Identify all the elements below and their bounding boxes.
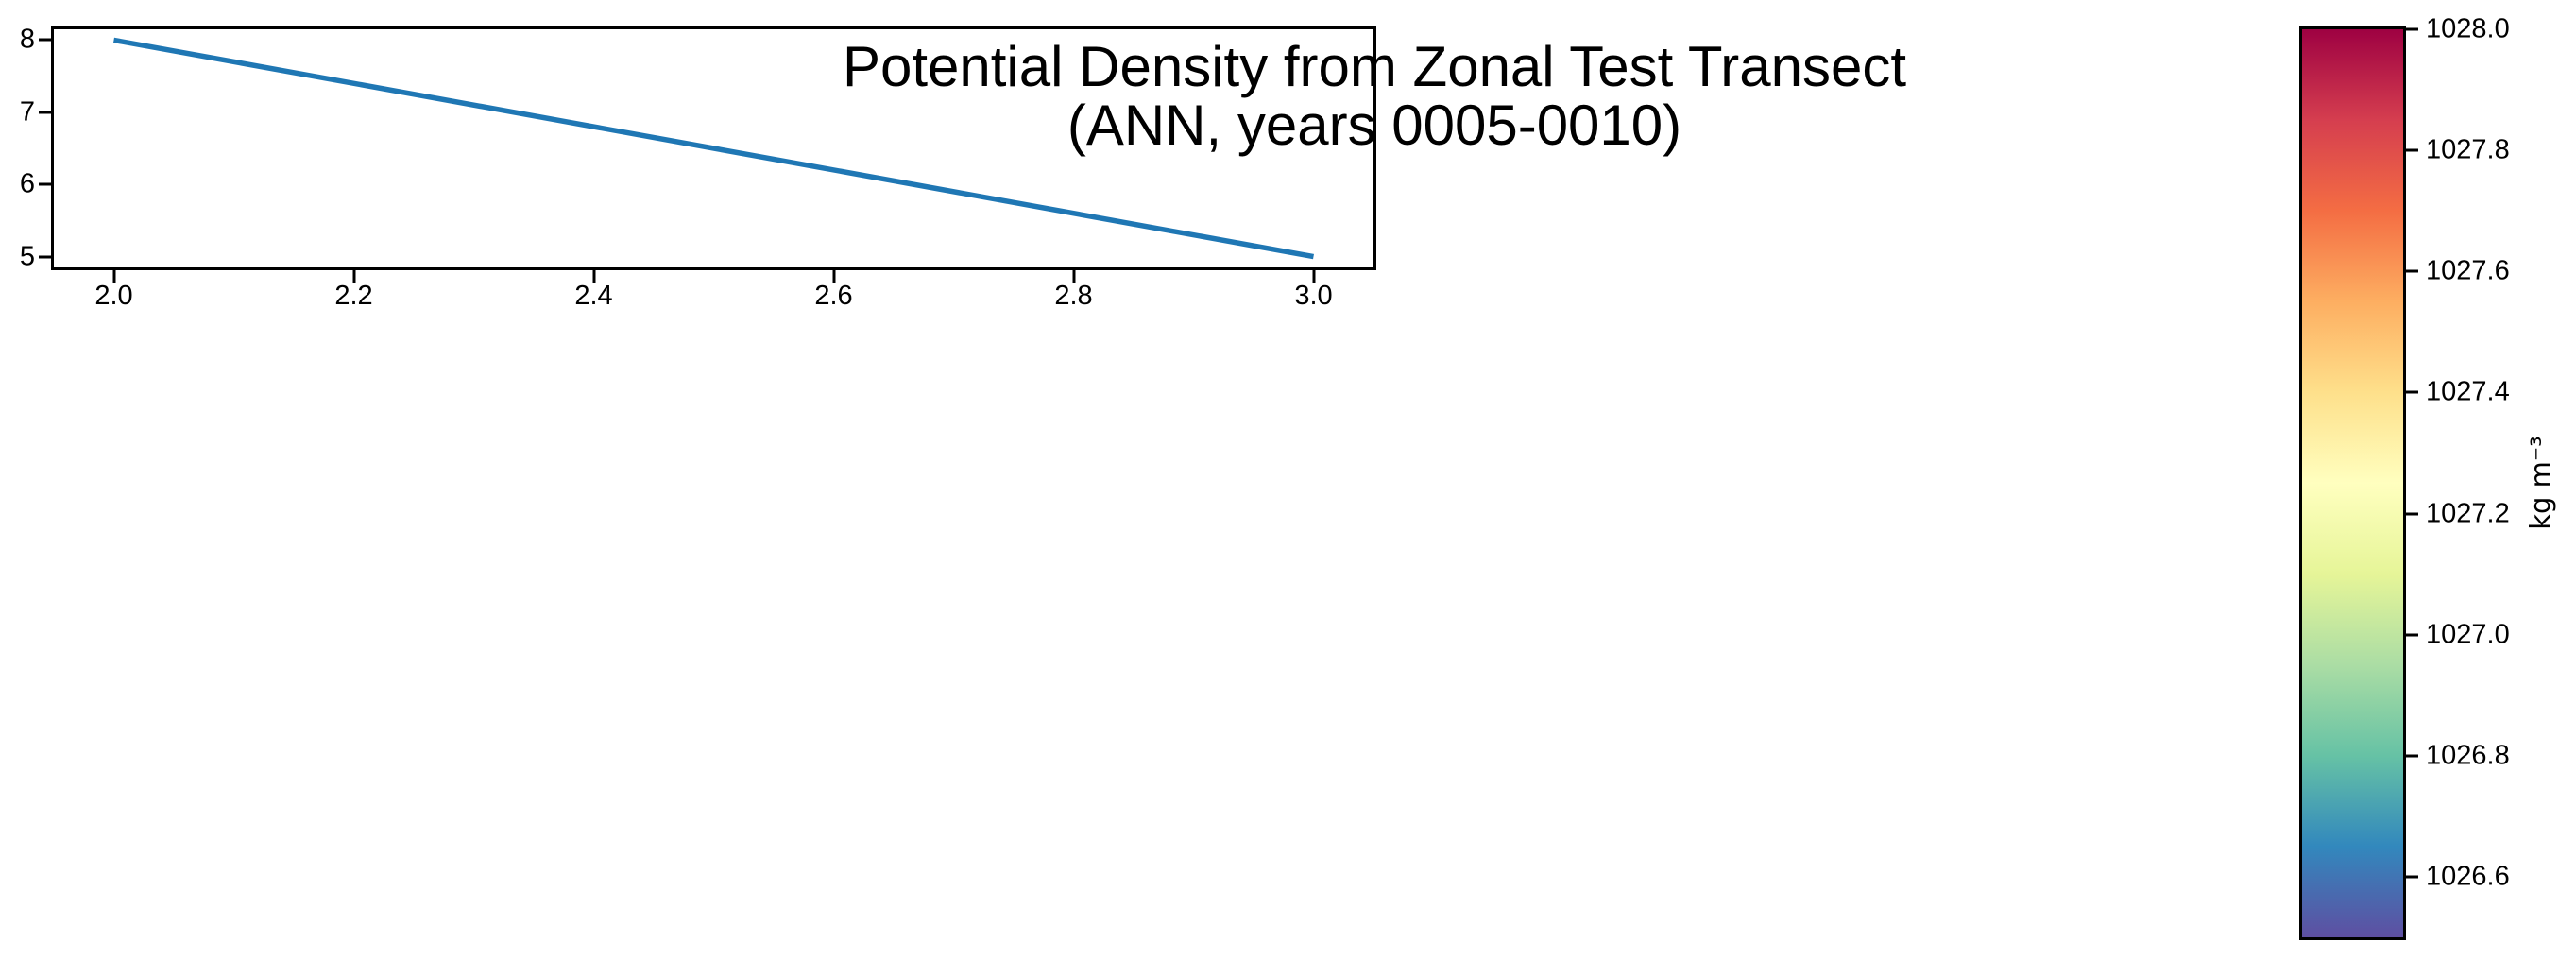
- y-axis-tick-mark: [39, 111, 51, 114]
- colorbar-tick-label: 1027.4: [2426, 376, 2510, 407]
- y-axis-tick-mark: [39, 38, 51, 42]
- y-axis-tick-label: 8: [19, 24, 35, 55]
- x-axis-tick-mark: [832, 270, 835, 283]
- plot-area: 2.0 2.2 2.4 2.6 2.8 3.0 8 7 6 5: [20, 26, 1376, 311]
- y-axis-tick-label: 6: [19, 168, 35, 199]
- chart-title-line1: Potential Density from Zonal Test Transe…: [842, 35, 1907, 98]
- colorbar-tick-label: 1027.8: [2426, 134, 2510, 165]
- colorbar-tick-label: 1026.6: [2426, 861, 2510, 892]
- colorbar-tick-mark: [2406, 148, 2418, 152]
- x-axis-tick-label: 2.8: [1054, 281, 1093, 311]
- colorbar-tick-label: 1028.0: [2426, 13, 2510, 44]
- x-axis-tick-mark: [1072, 270, 1075, 283]
- y-axis-tick-label: 7: [19, 96, 35, 128]
- colorbar-tick-mark: [2406, 875, 2418, 879]
- line-series-layer: [113, 37, 1314, 260]
- chart-title: Potential Density from Zonal Test Transe…: [843, 38, 1906, 155]
- colorbar-tick-mark: [2406, 633, 2418, 637]
- x-axis-tick-label: 2.4: [574, 281, 613, 311]
- colorbar: 1028.0 1027.8 1027.6 1027.4 1027.2 1027.0 1026…: [2299, 15, 2510, 940]
- colorbar-tick-label: 1027.2: [2426, 498, 2510, 529]
- x-axis-tick-mark: [352, 270, 355, 283]
- y-axis-tick-mark: [39, 255, 51, 259]
- colorbar-tick-label: 1026.8: [2426, 740, 2510, 771]
- colorbar-tick-mark: [2406, 390, 2418, 394]
- y-axis-tick-mark: [39, 182, 51, 186]
- colorbar-tick-label: 1027.0: [2426, 619, 2510, 650]
- x-axis-tick-label: 2.0: [94, 281, 133, 311]
- colorbar-tick-mark: [2406, 754, 2418, 758]
- colorbar-tick-mark: [2406, 512, 2418, 516]
- colorbar-tick-mark: [2406, 269, 2418, 273]
- x-axis-tick-mark: [112, 270, 115, 283]
- x-axis-tick-mark: [592, 270, 595, 283]
- x-axis-tick-mark: [1312, 270, 1315, 283]
- data-line-potential_density_transect: [113, 37, 1314, 260]
- y-axis-tick-label: 5: [19, 241, 35, 272]
- x-axis-tick-label: 2.2: [334, 281, 373, 311]
- chart-title-line2: (ANN, years 0005-0010): [1066, 93, 1682, 157]
- colorbar-unit-label: kg m⁻³: [2524, 436, 2557, 530]
- colorbar-tick-label: 1027.6: [2426, 255, 2510, 286]
- colorbar-tick-mark: [2406, 27, 2418, 31]
- x-axis-tick-label: 3.0: [1294, 281, 1333, 311]
- x-axis-tick-label: 2.6: [814, 281, 853, 311]
